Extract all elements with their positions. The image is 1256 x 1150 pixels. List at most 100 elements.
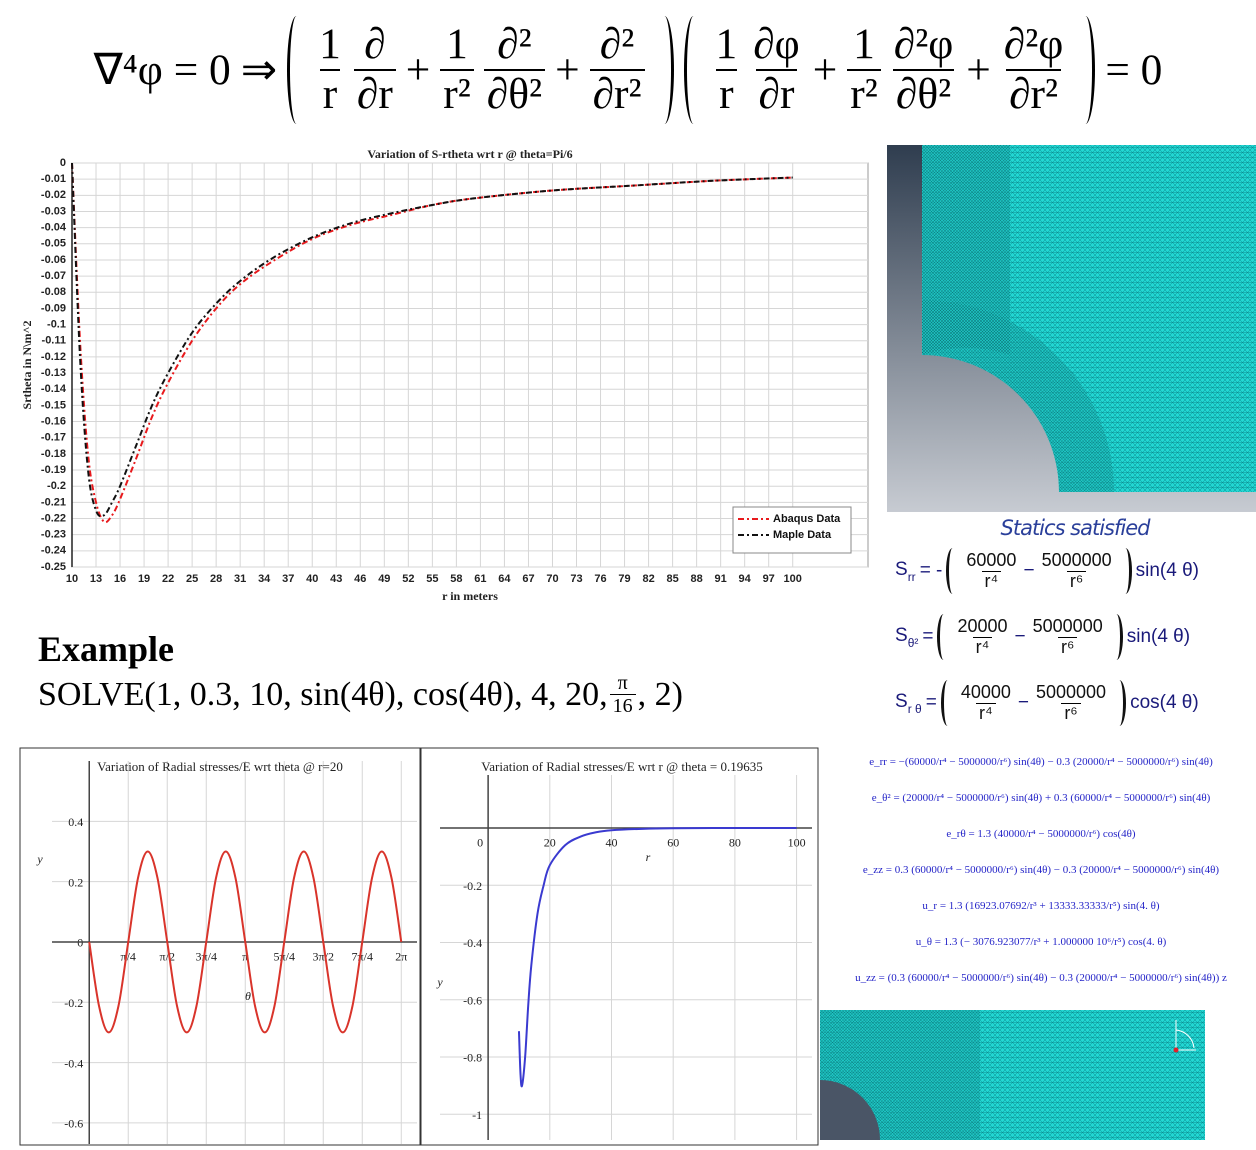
symbol: Sr θ [895, 690, 922, 716]
symbol: Sθ² [895, 624, 919, 650]
numerator: 5000000 [1032, 615, 1103, 636]
y-tick-label: -0.2 [64, 996, 83, 1010]
mesh-image-top [887, 145, 1256, 512]
fraction: 5000000 r⁶ [1039, 550, 1115, 592]
numerator: ∂²φ [893, 20, 954, 69]
denominator: ∂r [353, 69, 396, 119]
denominator: r⁴ [981, 570, 1002, 592]
x-tick-label: 2π [395, 950, 407, 964]
equation-rhs: = 0 [1105, 46, 1163, 94]
x-tick-label: 22 [162, 573, 174, 585]
y-tick-label: -0.08 [41, 286, 66, 298]
numerator: 1 [319, 20, 341, 69]
line-series [88, 850, 403, 1034]
y-tick-label: -0.13 [41, 367, 66, 379]
x-tick-label: 80 [729, 836, 741, 850]
chart-title: Variation of S-rtheta wrt r @ theta=Pi/6 [367, 147, 572, 161]
x-tick-label: 49 [378, 573, 390, 585]
subscript: rr [907, 569, 916, 584]
strain-formula: u_θ = 1.3 (− 3076.923077/r³ + 1.000000 1… [915, 936, 1167, 948]
y-tick-label: -0.05 [41, 238, 66, 250]
numerator: 5000000 [1035, 681, 1107, 702]
sign: = [922, 626, 934, 647]
x-tick-label: 5π/4 [274, 950, 295, 964]
fraction: 1 r² [440, 20, 474, 119]
denominator: r⁶ [1066, 570, 1087, 592]
y-tick-label: -0.1 [47, 319, 66, 331]
equation-lhs: ∇⁴φ = 0 [93, 46, 231, 94]
fraction: ∂²φ ∂r² [1001, 20, 1067, 119]
y-tick-label: -0.14 [41, 383, 67, 395]
y-axis-label: y [36, 852, 43, 866]
paren-left [287, 16, 306, 124]
numerator: 1 [446, 20, 468, 69]
strain-formula: e_zz = 0.3 (60000/r⁴ − 5000000/r⁶) sin(4… [862, 864, 1220, 876]
legend-label: Maple Data [773, 529, 832, 541]
x-tick-label: 76 [594, 573, 606, 585]
statics-formula: Sr θ = 40000 r⁴ −5000000 r⁶ cos(4 θ) [893, 680, 1201, 726]
y-tick-label: -0.8 [463, 1051, 482, 1065]
y-tick-label: -0.25 [41, 561, 66, 573]
y-tick-label: -0.03 [41, 205, 66, 217]
x-tick-label: 100 [788, 836, 806, 850]
y-tick-label: -0.21 [41, 496, 66, 508]
strain-formula: u_zz = (0.3 (60000/r⁴ − 5000000/r⁶) sin(… [855, 972, 1227, 984]
minus: − [1014, 626, 1026, 647]
x-tick-label: 88 [691, 573, 703, 585]
numerator: 60000 [966, 549, 1017, 570]
denominator: 16 [609, 694, 636, 717]
numerator: 1 [853, 20, 875, 69]
plus: + [405, 46, 431, 94]
y-tick-label: -0.02 [41, 189, 66, 201]
mesh-image-bottom [820, 1010, 1205, 1140]
x-tick-label: 3π/2 [313, 950, 334, 964]
fraction: 1 r² [847, 20, 881, 119]
y-tick-label: -0.06 [41, 254, 66, 266]
x-tick-label: 34 [258, 573, 271, 585]
x-tick-label: 94 [739, 573, 752, 585]
x-tick-label: π/2 [160, 950, 175, 964]
y-tick-label: -0.17 [41, 432, 66, 444]
denominator: ∂r² [589, 69, 645, 119]
denominator: r [716, 69, 737, 119]
y-tick-label: -0.04 [41, 222, 67, 234]
y-tick-label: 0.4 [68, 815, 83, 829]
statics-formula: Sθ² = 20000 r⁴ −5000000 r⁶ sin(4 θ) [893, 614, 1192, 660]
fraction: ∂² ∂r² [589, 20, 645, 119]
fraction: 5000000 r⁶ [1033, 681, 1109, 724]
fraction: π 16 [609, 672, 636, 717]
y-tick-label: -0.6 [64, 1117, 83, 1131]
strain-formula: e_rr = −(60000/r⁴ − 5000000/r⁶) sin(4θ) … [869, 756, 1213, 768]
example-call: SOLVE(1, 0.3, 10, sin(4θ), cos(4θ), 4, 2… [38, 672, 683, 717]
y-tick-label: -0.23 [41, 529, 66, 541]
paren-left [946, 548, 959, 594]
legend-box [732, 506, 852, 554]
y-tick-label: -0.4 [463, 936, 482, 950]
strain-formula: e_θ² = (20000/r⁴ − 5000000/r⁶) sin(4θ) +… [871, 792, 1211, 804]
x-tick-label: 13 [90, 573, 102, 585]
y-tick-label: -0.11 [42, 335, 66, 347]
equation: ∇⁴φ = 0 ⇒ 1 r ∂ ∂r +1 r² ∂² ∂θ² + ∂² ∂r² 1 r ∂φ ∂r +1 r² ∂²… [0, 0, 1256, 140]
x-tick-label: 55 [426, 573, 438, 585]
x-tick-label: 25 [186, 573, 198, 585]
y-tick-label: -0.12 [41, 351, 66, 363]
paren-right [655, 16, 674, 124]
fraction: 5000000 r⁶ [1030, 615, 1106, 658]
y-tick-label: -0.09 [41, 302, 66, 314]
y-axis-label: y [436, 975, 443, 989]
x-tick-label: 58 [450, 573, 462, 585]
numerator: 1 [715, 20, 738, 69]
plot-area [71, 162, 869, 568]
y-tick-label: -0.6 [463, 993, 482, 1007]
denominator: r⁴ [975, 702, 996, 724]
x-tick-label: 7π/4 [352, 950, 373, 964]
plus: + [812, 46, 838, 94]
y-tick-label: 0.2 [68, 875, 83, 889]
x-axis-label: r in meters [442, 589, 498, 603]
chart-title: Variation of Radial stresses/E wrt r @ t… [481, 759, 762, 774]
fraction: ∂² ∂θ² [483, 20, 546, 119]
x-tick-label: 37 [282, 573, 294, 585]
line-series [71, 162, 793, 524]
